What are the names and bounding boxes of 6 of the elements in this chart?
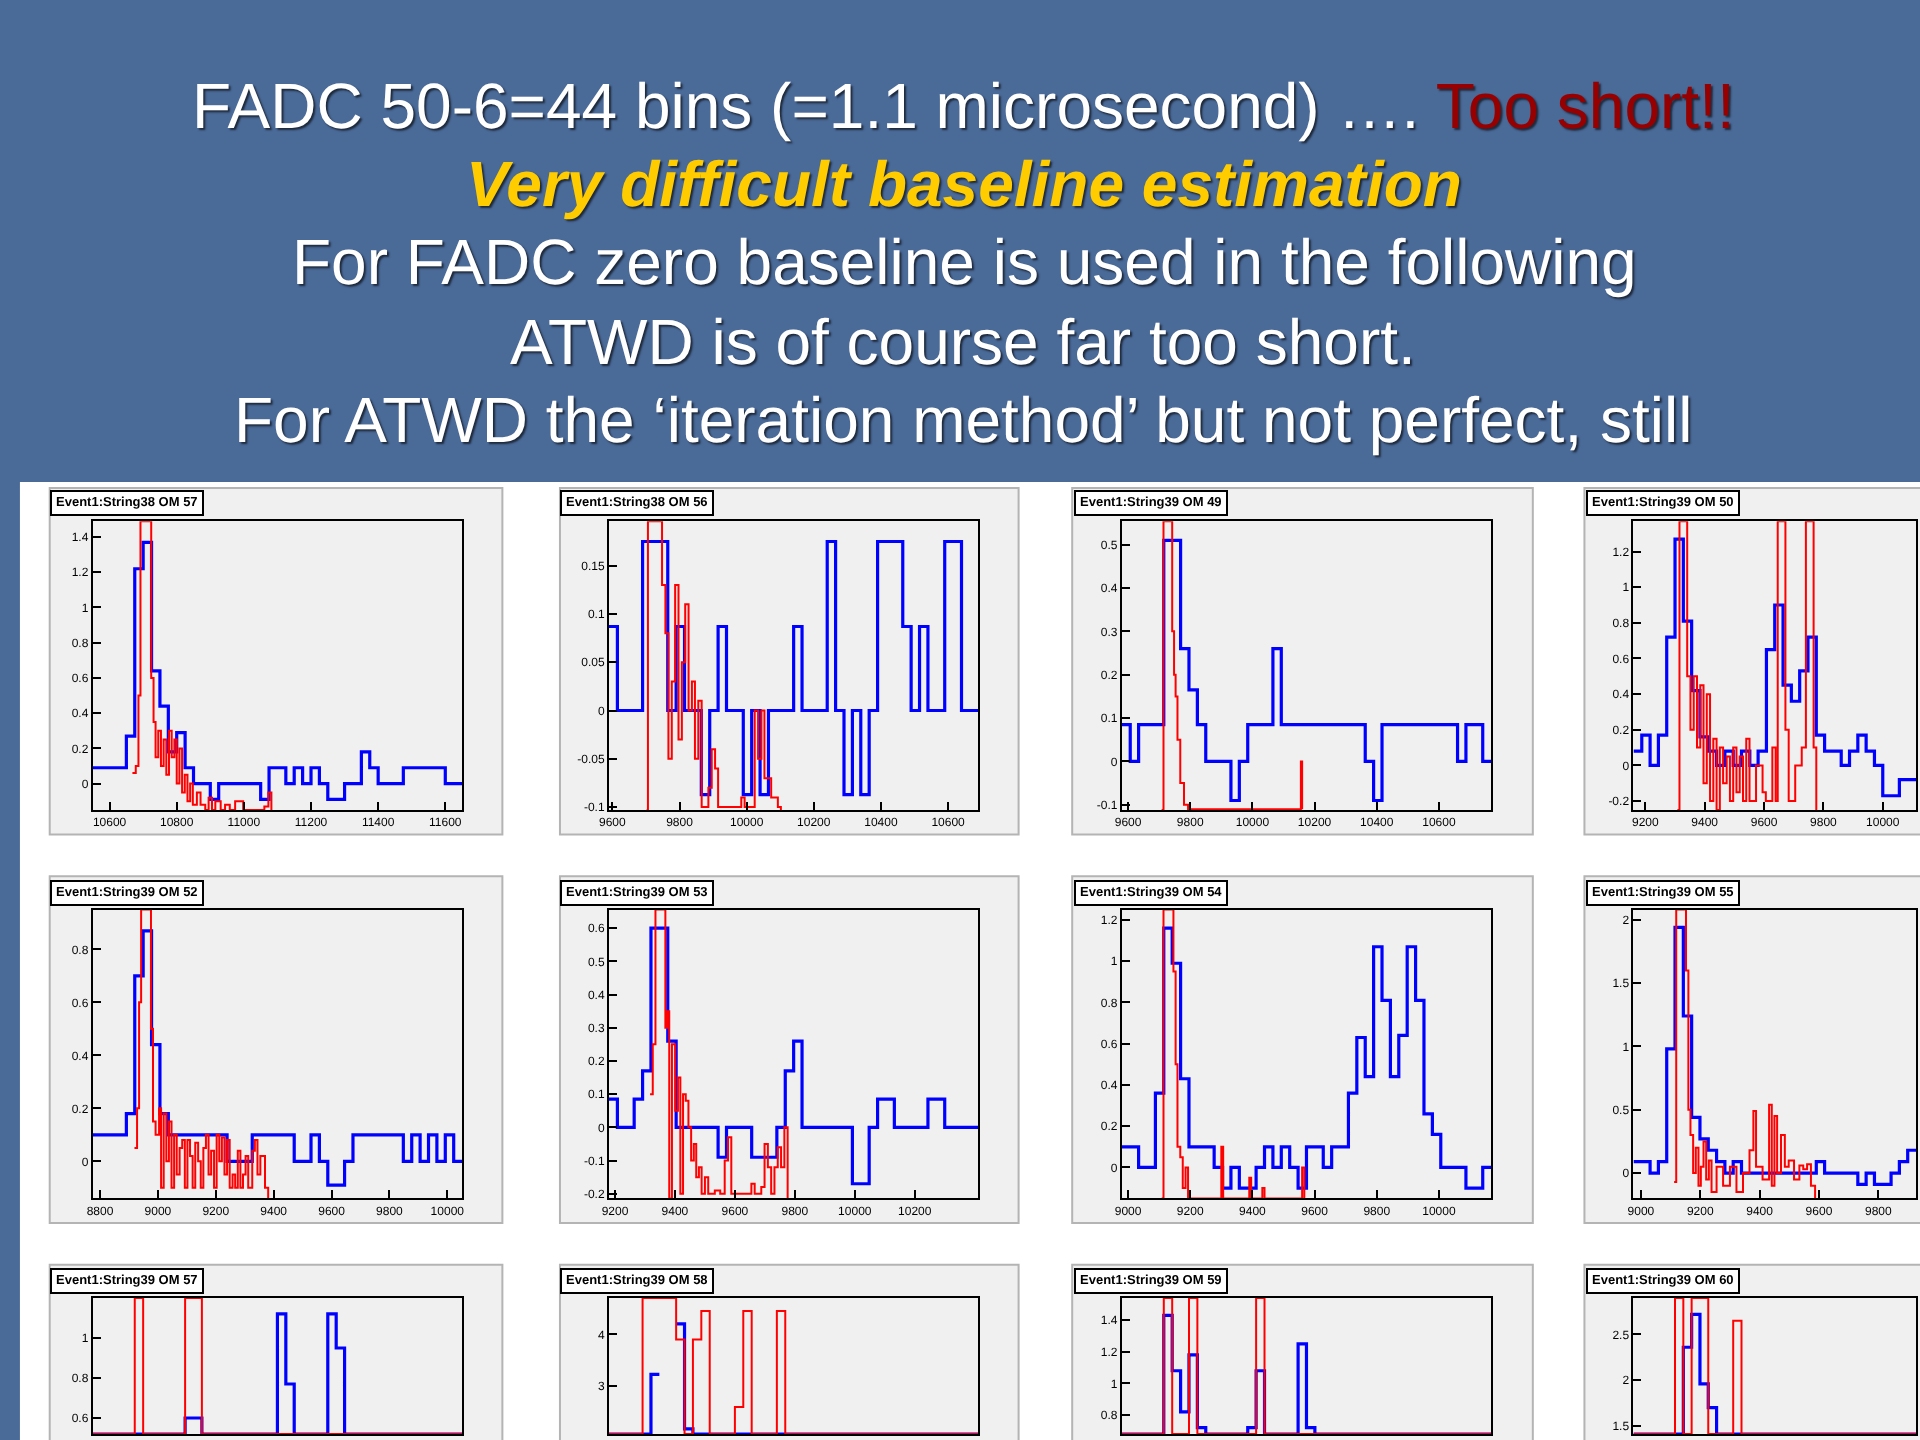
text: Too short!! (1435, 70, 1735, 142)
text: For FADC zero baseline is used in the following (292, 226, 1637, 298)
text: FADC 50-6=44 bins (=1.1 microsecond) …. (192, 70, 1420, 142)
text: Very difficult baseline estimation (466, 148, 1462, 220)
text: ATWD is of course far too short. (510, 306, 1416, 378)
text: For ATWD the ‘iteration method’ but not perfect, still (234, 384, 1693, 456)
